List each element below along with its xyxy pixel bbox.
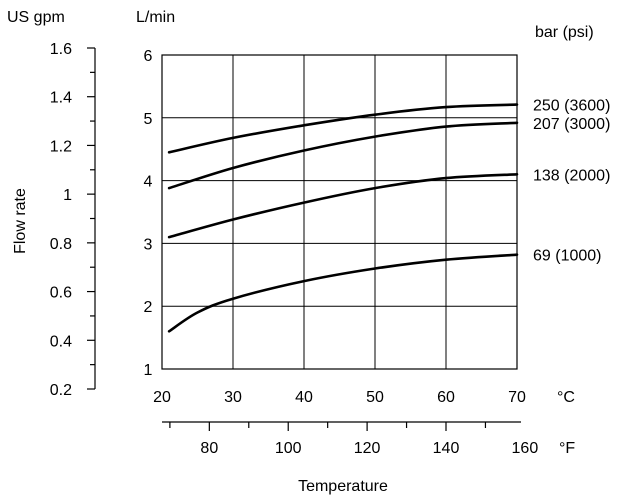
y-tick-label: 5 <box>144 111 153 128</box>
secondary-y-tick-label: 0.6 <box>50 285 72 302</box>
y-tick-label: 6 <box>144 48 153 65</box>
primary-x-unit: °C <box>557 389 575 406</box>
x-tick-label: 50 <box>366 389 384 406</box>
series-label: 138 (2000) <box>533 167 610 184</box>
secondary-y-tick-label: 1.4 <box>50 90 72 107</box>
y-axis-title: Flow rate <box>12 188 29 254</box>
x-tick-label: 20 <box>153 389 171 406</box>
series-label: 207 (3000) <box>533 116 610 133</box>
primary-y-unit: L/min <box>136 9 175 26</box>
secondary-x-tick-label: 120 <box>354 440 381 457</box>
secondary-y-tick-label: 1.6 <box>50 41 72 58</box>
secondary-x-tick-label: 100 <box>275 440 302 457</box>
series-line-4 <box>167 253 519 333</box>
secondary-y-unit: US gpm <box>7 9 65 26</box>
secondary-y-tick-label: 1.2 <box>50 138 72 155</box>
x-tick-label: 70 <box>508 389 526 406</box>
secondary-y-tick-label: 0.2 <box>50 382 72 399</box>
x-tick-label: 40 <box>295 389 313 406</box>
plot-frame <box>161 54 518 370</box>
x-axis-title: Temperature <box>298 478 388 495</box>
series-line-2 <box>167 121 519 190</box>
x-tick-label: 30 <box>224 389 242 406</box>
series-line-1 <box>167 103 519 154</box>
secondary-y-tick-label: 0.8 <box>50 236 72 253</box>
series-unit: bar (psi) <box>535 24 594 41</box>
y-tick-label: 3 <box>144 236 153 253</box>
secondary-y-tick-label: 0.4 <box>50 333 72 350</box>
y-tick-label: 4 <box>144 174 153 191</box>
secondary-x-tick-label: 160 <box>512 440 539 457</box>
secondary-x-tick-label: 80 <box>200 440 218 457</box>
series-label: 250 (3600) <box>533 98 610 115</box>
series-label: 69 (1000) <box>533 248 602 265</box>
x-tick-label: 60 <box>437 389 455 406</box>
secondary-x-unit: °F <box>559 440 575 457</box>
y-tick-label: 2 <box>144 299 153 316</box>
secondary-x-tick-label: 140 <box>433 440 460 457</box>
series-line-3 <box>167 173 519 239</box>
secondary-y-tick-label: 1 <box>63 187 72 204</box>
y-tick-label: 1 <box>144 362 153 379</box>
